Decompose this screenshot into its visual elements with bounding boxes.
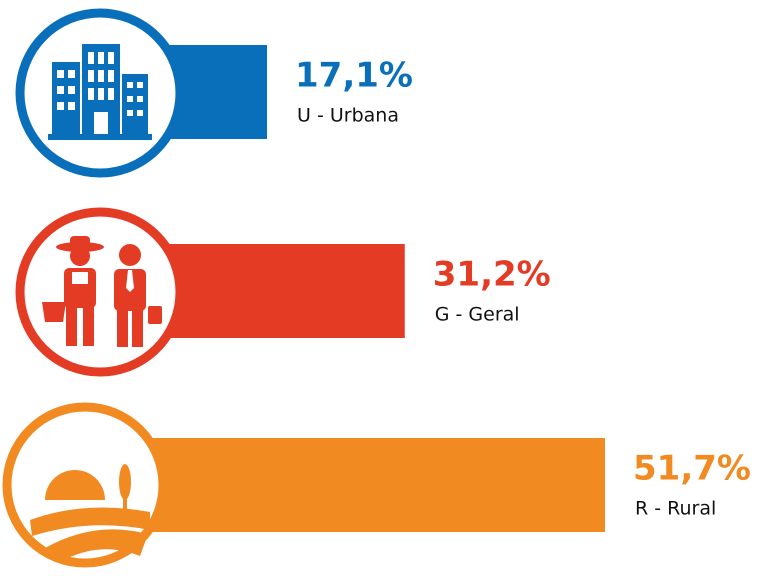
category-label: G - Geral bbox=[435, 304, 520, 326]
people-icon bbox=[20, 212, 180, 372]
icons bbox=[7, 13, 180, 563]
chart: 17,1% U - Urbana 31,2% G - Geral 51,7% R - Ru… bbox=[0, 0, 769, 576]
value-label: 17,1% bbox=[295, 56, 413, 96]
bar bbox=[100, 438, 605, 532]
category-label: R - Rural bbox=[635, 498, 716, 520]
category-label: U - Urbana bbox=[297, 105, 399, 127]
urban-icon bbox=[20, 13, 180, 173]
value-label: 31,2% bbox=[433, 255, 551, 295]
value-label: 51,7% bbox=[633, 449, 751, 489]
rural-icon bbox=[7, 407, 163, 563]
